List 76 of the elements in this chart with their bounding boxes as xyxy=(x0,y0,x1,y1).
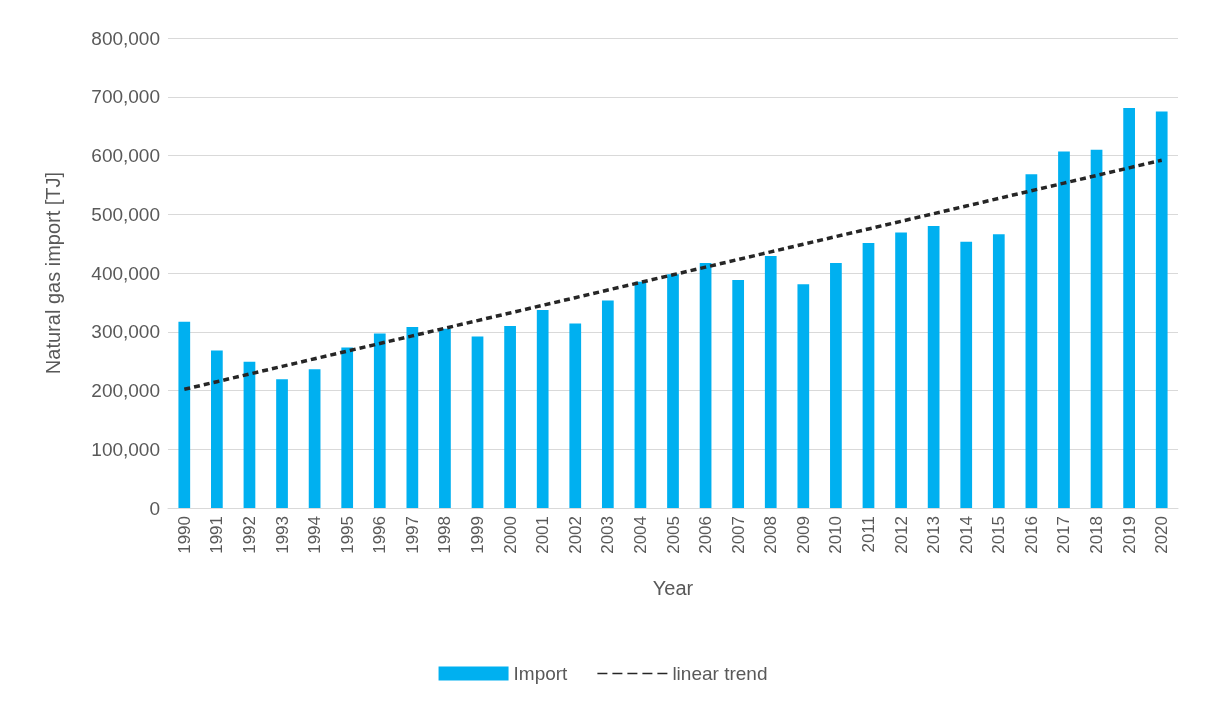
x-tick-label: 2000 xyxy=(500,516,520,554)
x-tick-label: 1994 xyxy=(305,516,325,554)
bar xyxy=(797,284,810,508)
bar xyxy=(634,281,647,508)
y-tick-label: 100,000 xyxy=(91,438,160,460)
bar xyxy=(732,280,745,508)
x-tick-label: 2013 xyxy=(924,516,944,554)
bar xyxy=(504,325,516,508)
bar xyxy=(373,333,386,508)
x-tick-label: 2020 xyxy=(1152,516,1172,554)
x-tick-label: 1995 xyxy=(337,516,357,554)
x-tick-label: 2009 xyxy=(793,516,813,554)
x-tick-label: 1997 xyxy=(402,516,422,554)
x-tick-label: 2017 xyxy=(1054,516,1074,554)
bar xyxy=(406,327,419,508)
y-axis-title: Natural gas import [TJ] xyxy=(42,171,64,375)
y-tick-label: 800,000 xyxy=(91,27,160,49)
bar xyxy=(1058,151,1070,508)
bar xyxy=(341,347,354,508)
bar xyxy=(960,241,973,508)
x-tick-label: 2012 xyxy=(891,516,911,554)
x-tick-label: 1990 xyxy=(174,516,194,554)
x-tick-label: 2002 xyxy=(565,516,585,554)
x-tick-label: 2010 xyxy=(826,516,846,554)
bar xyxy=(992,234,1005,508)
bar xyxy=(699,263,712,508)
x-tick-label: 2014 xyxy=(956,516,976,554)
bar xyxy=(243,361,256,508)
x-tick-label: 2005 xyxy=(663,516,683,554)
x-tick-label: 2016 xyxy=(1021,516,1041,554)
x-tick-label: 1992 xyxy=(239,516,259,554)
x-tick-label: 2019 xyxy=(1119,516,1139,554)
x-tick-label: 1996 xyxy=(370,516,390,554)
y-tick-label: 600,000 xyxy=(91,145,160,166)
bar xyxy=(569,323,582,508)
y-tick-label: 0 xyxy=(149,497,160,519)
bar xyxy=(471,336,484,508)
y-tick-label: 300,000 xyxy=(91,321,160,343)
x-tick-label: 1998 xyxy=(435,516,455,554)
x-tick-label: 2006 xyxy=(696,516,716,554)
x-tick-label: 1991 xyxy=(207,516,227,554)
y-tick-label: 700,000 xyxy=(91,86,160,108)
line-series xyxy=(182,158,1164,392)
x-tick-label: 2001 xyxy=(533,516,553,554)
bar xyxy=(1155,111,1168,508)
bar xyxy=(895,232,907,508)
y-tick-label: 200,000 xyxy=(91,380,160,401)
x-tick-label: 2007 xyxy=(728,516,748,554)
bar xyxy=(862,243,875,508)
bar xyxy=(927,226,940,508)
y-tick-label: 400,000 xyxy=(91,262,160,284)
legend-label: Import xyxy=(513,663,569,684)
x-tick-label: 2008 xyxy=(761,516,781,554)
x-tick-label: 2004 xyxy=(630,516,650,554)
bar xyxy=(764,255,777,508)
bar xyxy=(1123,107,1135,508)
x-tick-label: 1999 xyxy=(468,516,488,554)
bar xyxy=(667,274,679,508)
bar xyxy=(308,369,321,508)
x-tick-label: 2011 xyxy=(858,516,878,553)
bar xyxy=(830,263,842,508)
legend-label: linear trend xyxy=(672,663,768,684)
bar xyxy=(211,350,223,508)
x-tick-label: 2015 xyxy=(989,516,1009,554)
x-tick-label: 2018 xyxy=(1087,516,1107,554)
bar xyxy=(536,310,549,508)
x-axis-title: Year xyxy=(652,577,694,599)
x-tick-label: 2003 xyxy=(598,516,618,554)
bar xyxy=(1025,174,1038,508)
bar xyxy=(276,379,288,508)
y-tick-label: 500,000 xyxy=(91,203,160,225)
bar xyxy=(178,321,191,508)
x-tick-label: 1993 xyxy=(272,516,292,554)
bar xyxy=(1090,149,1103,508)
bar xyxy=(601,300,614,508)
bar xyxy=(439,328,451,508)
